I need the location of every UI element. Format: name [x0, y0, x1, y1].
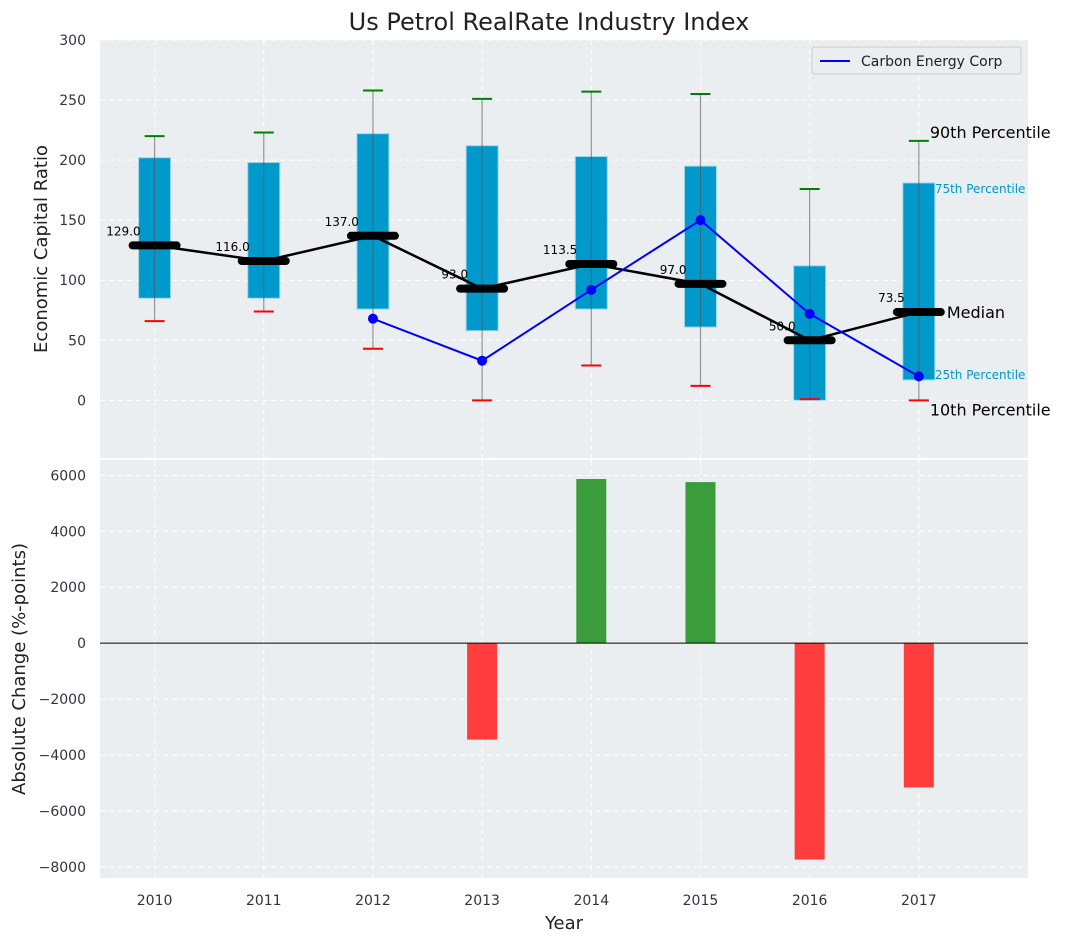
x-tick-label: 2015: [683, 893, 719, 909]
x-tick-label: 2011: [246, 893, 282, 909]
bottom-y-tick-label: −8000: [39, 860, 86, 876]
x-axis-label: Year: [544, 913, 584, 934]
change-bar-2013: [467, 643, 498, 740]
top-y-tick-label: 250: [59, 93, 86, 109]
top-y-tick-label: 50: [68, 333, 86, 349]
annotation-p10: 10th Percentile: [930, 400, 1051, 419]
bottom-y-label: Absolute Change (%-points): [9, 543, 30, 795]
x-tick-label: 2012: [355, 893, 391, 909]
top-y-tick-label: 100: [59, 273, 86, 289]
x-tick-label: 2017: [901, 893, 937, 909]
median-value-label: 129.0: [106, 224, 140, 238]
series-point-2017: [913, 371, 924, 382]
x-tick-label: 2016: [792, 893, 828, 909]
series-point-2013: [477, 355, 488, 366]
bottom-y-tick-label: 4000: [50, 524, 86, 540]
top-y-tick-label: 0: [77, 393, 86, 409]
bottom-y-tick-label: −6000: [39, 804, 86, 820]
legend: Carbon Energy Corp: [811, 46, 1022, 75]
bottom-y-tick-label: 2000: [50, 580, 86, 596]
series-point-2015: [695, 215, 706, 226]
bottom-plot-area: [100, 460, 1028, 878]
median-value-label: 137.0: [325, 215, 359, 229]
change-bar-2017: [903, 643, 934, 788]
x-tick-label: 2013: [464, 893, 500, 909]
median-value-label: 97.0: [660, 263, 687, 277]
bottom-y-tick-label: −2000: [39, 692, 86, 708]
annotation-p75: 75th Percentile: [935, 182, 1026, 196]
top-y-tick-label: 300: [59, 33, 86, 49]
change-bar-2014: [576, 479, 607, 644]
median-value-label: 73.5: [878, 291, 905, 305]
median-value-label: 93.0: [441, 268, 468, 282]
median-value-label: 116.0: [215, 240, 249, 254]
annotation-median: Median: [947, 303, 1005, 322]
median-value-label: 113.5: [543, 243, 577, 257]
top-y-label: Economic Capital Ratio: [31, 145, 52, 353]
top-y-tick-label: 200: [59, 153, 86, 169]
bottom-y-tick-label: 6000: [50, 468, 86, 484]
bottom-y-tick-label: 0: [77, 636, 86, 652]
x-tick-label: 2014: [573, 893, 609, 909]
series-point-2016: [804, 308, 815, 319]
annotation-p90: 90th Percentile: [930, 123, 1051, 142]
change-bar-2016: [794, 643, 825, 860]
series-point-2014: [586, 284, 597, 295]
series-point-2012: [367, 313, 378, 324]
change-bar-2015: [685, 482, 716, 644]
top-y-tick-label: 150: [59, 213, 86, 229]
x-tick-label: 2010: [137, 893, 173, 909]
legend-label: Carbon Energy Corp: [861, 54, 1002, 70]
chart-title: Us Petrol RealRate Industry Index: [349, 8, 750, 36]
bottom-y-tick-label: −4000: [39, 748, 86, 764]
median-value-label: 50.0: [769, 319, 796, 333]
median-line: [154, 234, 920, 342]
annotation-p25: 25th Percentile: [935, 368, 1026, 382]
series-line-carbon-energy-corp: [372, 218, 920, 378]
